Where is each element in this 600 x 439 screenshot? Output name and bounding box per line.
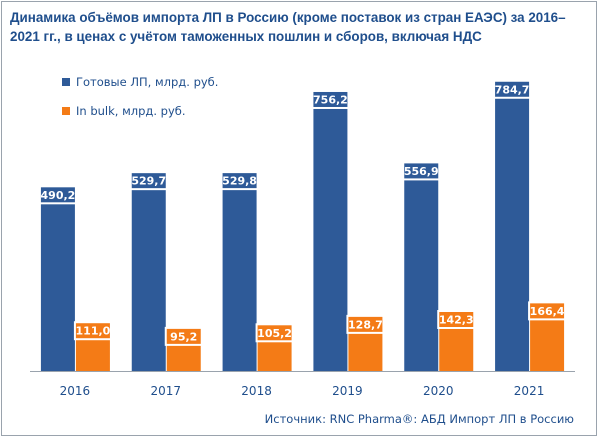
data-label-s1-2016: 490,2: [41, 189, 76, 202]
bar-s1-2017: [131, 181, 166, 371]
source-note: Источник: RNC Pharma®: АБД Импорт ЛП в Р…: [264, 412, 574, 426]
bar-s1-2018: [222, 181, 257, 371]
data-label-box-s2-2020: [437, 309, 476, 329]
legend-label-series-2: In bulk, млрд. руб.: [76, 104, 186, 118]
data-label-box-s2-2019: [346, 314, 385, 334]
data-label-box-s1-2021: [493, 79, 532, 99]
data-label-box-s2-2018: [255, 323, 294, 343]
legend-item-series-2: In bulk, млрд. руб.: [62, 103, 218, 119]
x-tick-label-2016: 2016: [60, 384, 91, 398]
x-tick-label-2020: 2020: [423, 384, 454, 398]
bar-s2-2021: [530, 311, 565, 371]
chart-title: Динамика объёмов импорта ЛП в Россию (кр…: [10, 10, 566, 44]
bar-s1-2020: [404, 171, 439, 371]
legend-swatch-series-2: [62, 107, 70, 115]
bar-s1-2019: [313, 99, 348, 372]
data-label-s1-2020: 556,9: [404, 165, 439, 178]
x-tick-label-2017: 2017: [150, 384, 181, 398]
data-label-s1-2021: 784,7: [495, 83, 530, 96]
data-label-box-s1-2020: [402, 161, 441, 181]
x-tick-label-2021: 2021: [514, 384, 545, 398]
x-tick-label-2018: 2018: [241, 384, 272, 398]
data-label-box-s1-2017: [129, 171, 168, 191]
data-label-box-s1-2016: [38, 185, 77, 205]
data-label-s1-2019: 756,2: [313, 93, 348, 106]
data-label-s1-2017: 529,7: [131, 175, 166, 188]
data-label-s2-2020: 142,3: [439, 313, 474, 326]
data-label-s2-2016: 111,0: [76, 325, 111, 338]
data-label-box-s1-2018: [220, 171, 259, 191]
x-tick-label-2019: 2019: [332, 384, 363, 398]
data-label-box-s2-2017: [164, 326, 203, 346]
bar-s1-2021: [495, 89, 530, 371]
data-label-s2-2021: 166,4: [530, 305, 565, 318]
data-label-box-s2-2021: [528, 301, 567, 321]
bar-s1-2016: [40, 195, 75, 371]
data-label-s1-2018: 529,8: [222, 175, 257, 188]
chart-legend: Готовые ЛП, млрд. руб. In bulk, млрд. ру…: [62, 74, 218, 132]
legend-swatch-series-1: [62, 78, 70, 86]
data-label-box-s1-2019: [311, 89, 350, 109]
data-label-box-s2-2016: [73, 321, 112, 341]
legend-label-series-1: Готовые ЛП, млрд. руб.: [76, 75, 219, 89]
data-label-s2-2017: 95,2: [170, 330, 197, 343]
data-label-s2-2018: 105,2: [257, 327, 292, 340]
data-label-s2-2019: 128,7: [348, 318, 383, 331]
legend-item-series-1: Готовые ЛП, млрд. руб.: [62, 74, 218, 90]
